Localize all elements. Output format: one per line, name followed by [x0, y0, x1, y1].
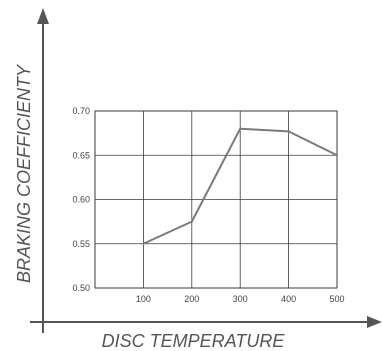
- y-tick-label: 0.50: [72, 283, 90, 293]
- data-point: [336, 154, 338, 157]
- data-point: [142, 242, 145, 245]
- data-point: [190, 220, 193, 223]
- plot-area: 0.50 0.55 0.60 0.65 0.70 100 200 300 400 500: [72, 106, 344, 304]
- x-axis-title: DISC TEMPERATURE: [102, 331, 286, 351]
- outer-x-axis-arrow: [367, 316, 382, 328]
- x-tick-label: 200: [184, 294, 199, 304]
- x-tick-label: 400: [281, 294, 296, 304]
- data-point: [287, 130, 290, 133]
- x-tick-label: 300: [233, 294, 248, 304]
- y-tick-label: 0.55: [72, 239, 90, 249]
- outer-y-axis-arrow: [37, 8, 49, 24]
- y-tick-label: 0.60: [72, 195, 90, 205]
- y-tick-label: 0.65: [72, 150, 90, 160]
- data-point: [239, 127, 242, 130]
- y-tick-label: 0.70: [72, 106, 90, 116]
- y-axis-title: BRAKING COEFFICIENTY: [14, 63, 34, 283]
- x-tick-label: 100: [136, 294, 151, 304]
- x-tick-label: 500: [329, 294, 344, 304]
